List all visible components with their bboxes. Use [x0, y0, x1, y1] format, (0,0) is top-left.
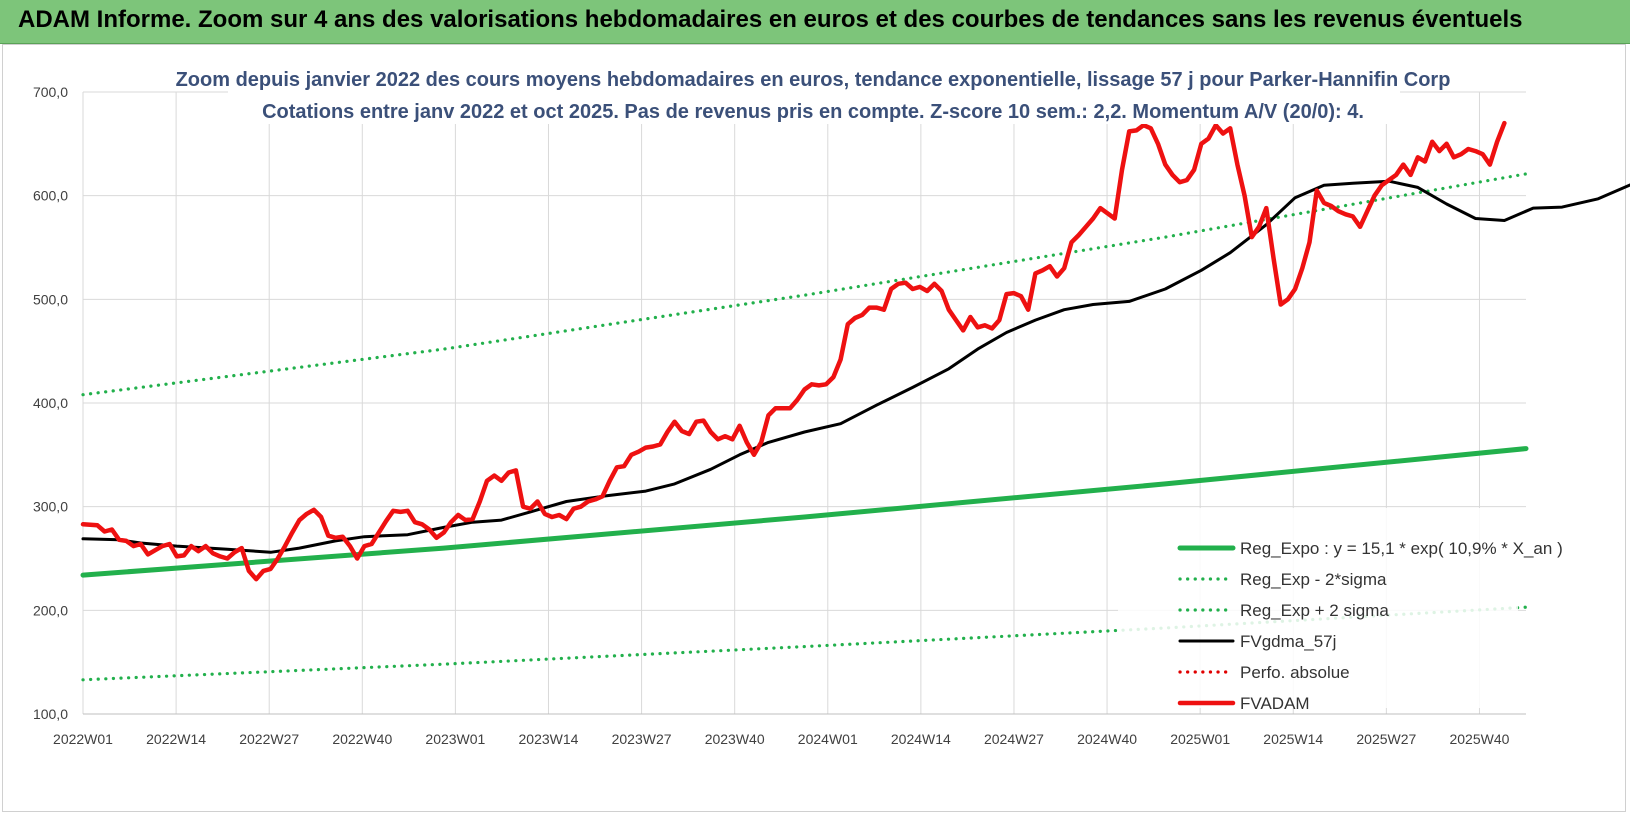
- y-tick-label: 700,0: [33, 84, 68, 100]
- legend-label: Reg_Exp + 2 sigma: [1240, 601, 1389, 620]
- legend-label: Perfo. absolue: [1240, 663, 1350, 682]
- x-tick-label: 2024W01: [798, 731, 858, 747]
- x-tick-label: 2022W40: [332, 731, 392, 747]
- x-tick-label: 2025W01: [1170, 731, 1230, 747]
- legend-label: Reg_Expo : y = 15,1 * exp( 10,9% * X_an …: [1240, 539, 1563, 558]
- y-axis-tick-labels: 100,0 200,0 300,0 400,0 500,0 600,0 700,0: [33, 84, 68, 722]
- x-axis-tick-labels: 2022W01 2022W14 2022W27 2022W40 2023W01 2023W…: [53, 731, 1510, 747]
- series-line-4: [81, 179, 1630, 554]
- x-tick-label: 2025W40: [1449, 731, 1509, 747]
- x-tick-label: 2023W40: [705, 731, 765, 747]
- x-tick-label: 2023W01: [425, 731, 485, 747]
- title-background: [228, 62, 1400, 124]
- series-line-6: [80, 120, 1507, 582]
- x-tick-label: 2022W01: [53, 731, 113, 747]
- series-line-1: [80, 446, 1529, 578]
- legend-background: [1118, 508, 1518, 708]
- x-tick-label: 2024W14: [891, 731, 951, 747]
- chart-subtitle: Cotations entre janv 2022 et oct 2025. P…: [262, 101, 1364, 123]
- legend-label: FVgdma_57j: [1240, 632, 1336, 651]
- y-tick-label: 100,0: [33, 706, 68, 722]
- series-layer: [80, 120, 1630, 682]
- x-tick-label: 2025W27: [1356, 731, 1416, 747]
- report-banner: ADAM Informe. Zoom sur 4 ans des valoris…: [0, 0, 1630, 44]
- x-tick-label: 2024W40: [1077, 731, 1137, 747]
- series-line-2: [81, 605, 1528, 682]
- series-line-3: [81, 172, 1528, 397]
- chart-frame: [2, 44, 1626, 812]
- x-tick-label: 2025W14: [1263, 731, 1323, 747]
- report-title: ADAM Informe. Zoom sur 4 ans des valoris…: [18, 6, 1523, 33]
- y-tick-label: 200,0: [33, 602, 68, 618]
- legend: Reg_Expo : y = 15,1 * exp( 10,9% * X_an …: [1118, 508, 1563, 713]
- x-tick-label: 2023W14: [519, 731, 579, 747]
- y-tick-label: 400,0: [33, 395, 68, 411]
- x-tick-label: 2023W27: [612, 731, 672, 747]
- legend-label: FVADAM: [1240, 694, 1310, 713]
- y-tick-label: 500,0: [33, 291, 68, 307]
- legend-label: Reg_Exp - 2*sigma: [1240, 570, 1387, 589]
- x-tick-label: 2022W14: [146, 731, 206, 747]
- y-tick-label: 600,0: [33, 188, 68, 204]
- chart-title: Zoom depuis janvier 2022 des cours moyen…: [176, 69, 1451, 91]
- x-tick-label: 2024W27: [984, 731, 1044, 747]
- x-tick-label: 2022W27: [239, 731, 299, 747]
- y-tick-label: 300,0: [33, 499, 68, 515]
